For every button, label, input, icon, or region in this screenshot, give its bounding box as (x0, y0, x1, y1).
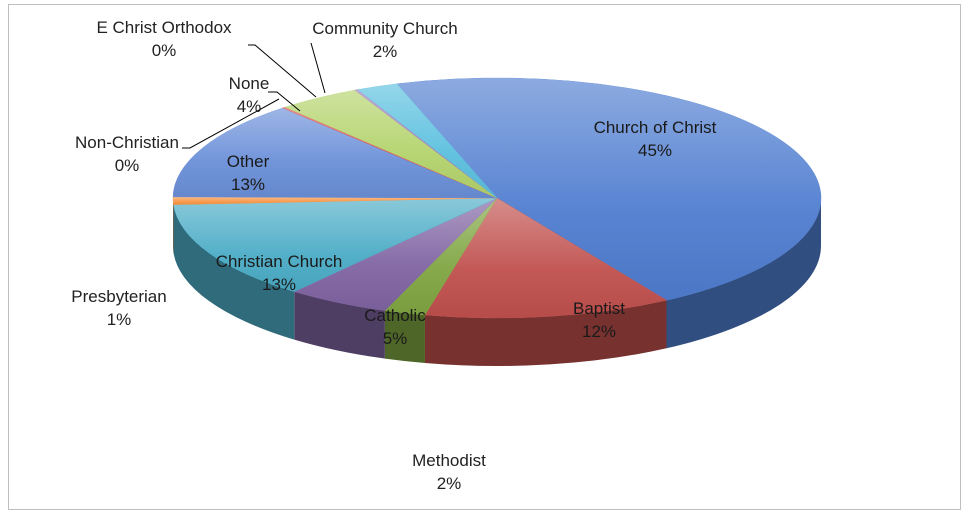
leader-line-community-church (310, 42, 326, 94)
pie-wall-christian-church (173, 204, 295, 340)
slice-pct-other: 13% (231, 175, 265, 194)
pie-wall-methodist (384, 310, 425, 363)
chart-frame: Church of Christ 45% Baptist 12% Methodist 2%… (8, 4, 961, 510)
pie-slice-gloss-none (285, 90, 497, 198)
pie-wall-church-of-christ (666, 198, 821, 349)
slice-label-methodist: Methodist (412, 451, 486, 470)
slice-pct-church-of-christ: 45% (638, 141, 672, 160)
leader-line-e-christ-orthodox (248, 44, 317, 98)
slice-pct-methodist: 2% (437, 474, 462, 493)
slice-pct-none: 4% (237, 97, 262, 116)
slice-label-church-of-christ: Church of Christ (594, 118, 717, 137)
slice-pct-catholic: 5% (383, 329, 408, 348)
pie-slice-gloss-church-of-christ (396, 77, 822, 301)
leader-line-none (268, 91, 301, 112)
slice-label-presbyterian: Presbyterian (71, 287, 166, 306)
slice-label-christian-church: Christian Church (216, 252, 343, 271)
pie-slice-gloss-baptist (424, 198, 667, 318)
slice-label-baptist: Baptist (573, 299, 625, 318)
slice-pct-presbyterian: 1% (107, 310, 132, 329)
slice-pct-christian-church: 13% (262, 275, 296, 294)
leader-line-non-christian (182, 98, 280, 149)
slice-pct-community-church: 2% (373, 42, 398, 61)
pie-slice-gloss-community-church (358, 83, 497, 198)
pie-chart: Church of Christ 45% Baptist 12% Methodist 2%… (71, 18, 822, 493)
slice-label-catholic: Catholic (364, 306, 426, 325)
pie-slice-gloss-other (173, 107, 497, 198)
slice-pct-baptist: 12% (582, 322, 616, 341)
pie-slice-gloss-presbyterian (173, 196, 497, 205)
pie-slice-gloss-catholic (294, 198, 497, 311)
slice-label-e-christ-orthodox: E Christ Orthodox (96, 18, 232, 37)
slice-pct-non-christian: 0% (115, 156, 140, 175)
slice-label-none: None (229, 74, 270, 93)
pie-slice-gloss-christian-church (173, 198, 497, 292)
pie-wall-catholic (294, 291, 385, 359)
pie-wall-baptist (424, 300, 667, 367)
pie-slice-gloss-methodist (384, 198, 497, 315)
slice-pct-e-christ-orthodox: 0% (152, 41, 177, 60)
pie-slice-gloss-e-christ-orthodox (354, 89, 497, 198)
slice-label-other: Other (227, 152, 270, 171)
slice-label-community-church: Community Church (312, 19, 458, 38)
slice-label-non-christian: Non-Christian (75, 133, 179, 152)
pie-slice-gloss-non-christian (282, 107, 497, 198)
